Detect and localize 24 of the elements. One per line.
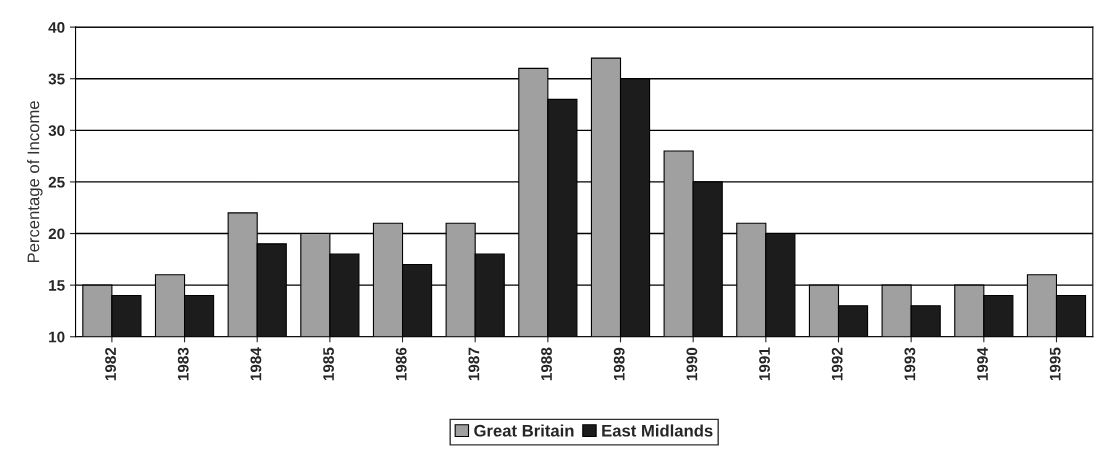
y-tick-label: 20 [48, 228, 65, 240]
x-tick-label: 1983 [177, 347, 189, 381]
x-tick-label: 1992 [831, 347, 843, 381]
x-tick-label: 1987 [468, 347, 480, 381]
y-tick-label: 10 [49, 331, 65, 343]
x-tick-label: 1989 [613, 347, 625, 381]
x-tick-label: 1994 [977, 347, 988, 381]
x-tick-label: 1991 [759, 347, 770, 381]
y-tick-label: 15 [49, 280, 65, 291]
x-tick-label: 1984 [250, 347, 262, 381]
x-tick-label: 1986 [395, 347, 407, 381]
x-tick-label: 1990 [686, 347, 698, 381]
y-tick-label: 25 [48, 176, 65, 188]
y-tick-label: 30 [48, 125, 65, 137]
legend-label: East Midlands [602, 424, 713, 437]
y-tick-label: 40 [48, 21, 65, 33]
x-tick-label: 1995 [1049, 347, 1061, 381]
y-axis-title: Percentage of Income [27, 101, 43, 263]
x-tick-label: 1993 [904, 347, 916, 381]
x-tick-label: 1985 [323, 347, 334, 381]
x-tick-label: 1988 [541, 347, 552, 381]
x-tick-label: 1982 [105, 347, 116, 381]
legend-label: Great Britain [474, 424, 574, 437]
y-tick-label: 35 [48, 73, 65, 85]
